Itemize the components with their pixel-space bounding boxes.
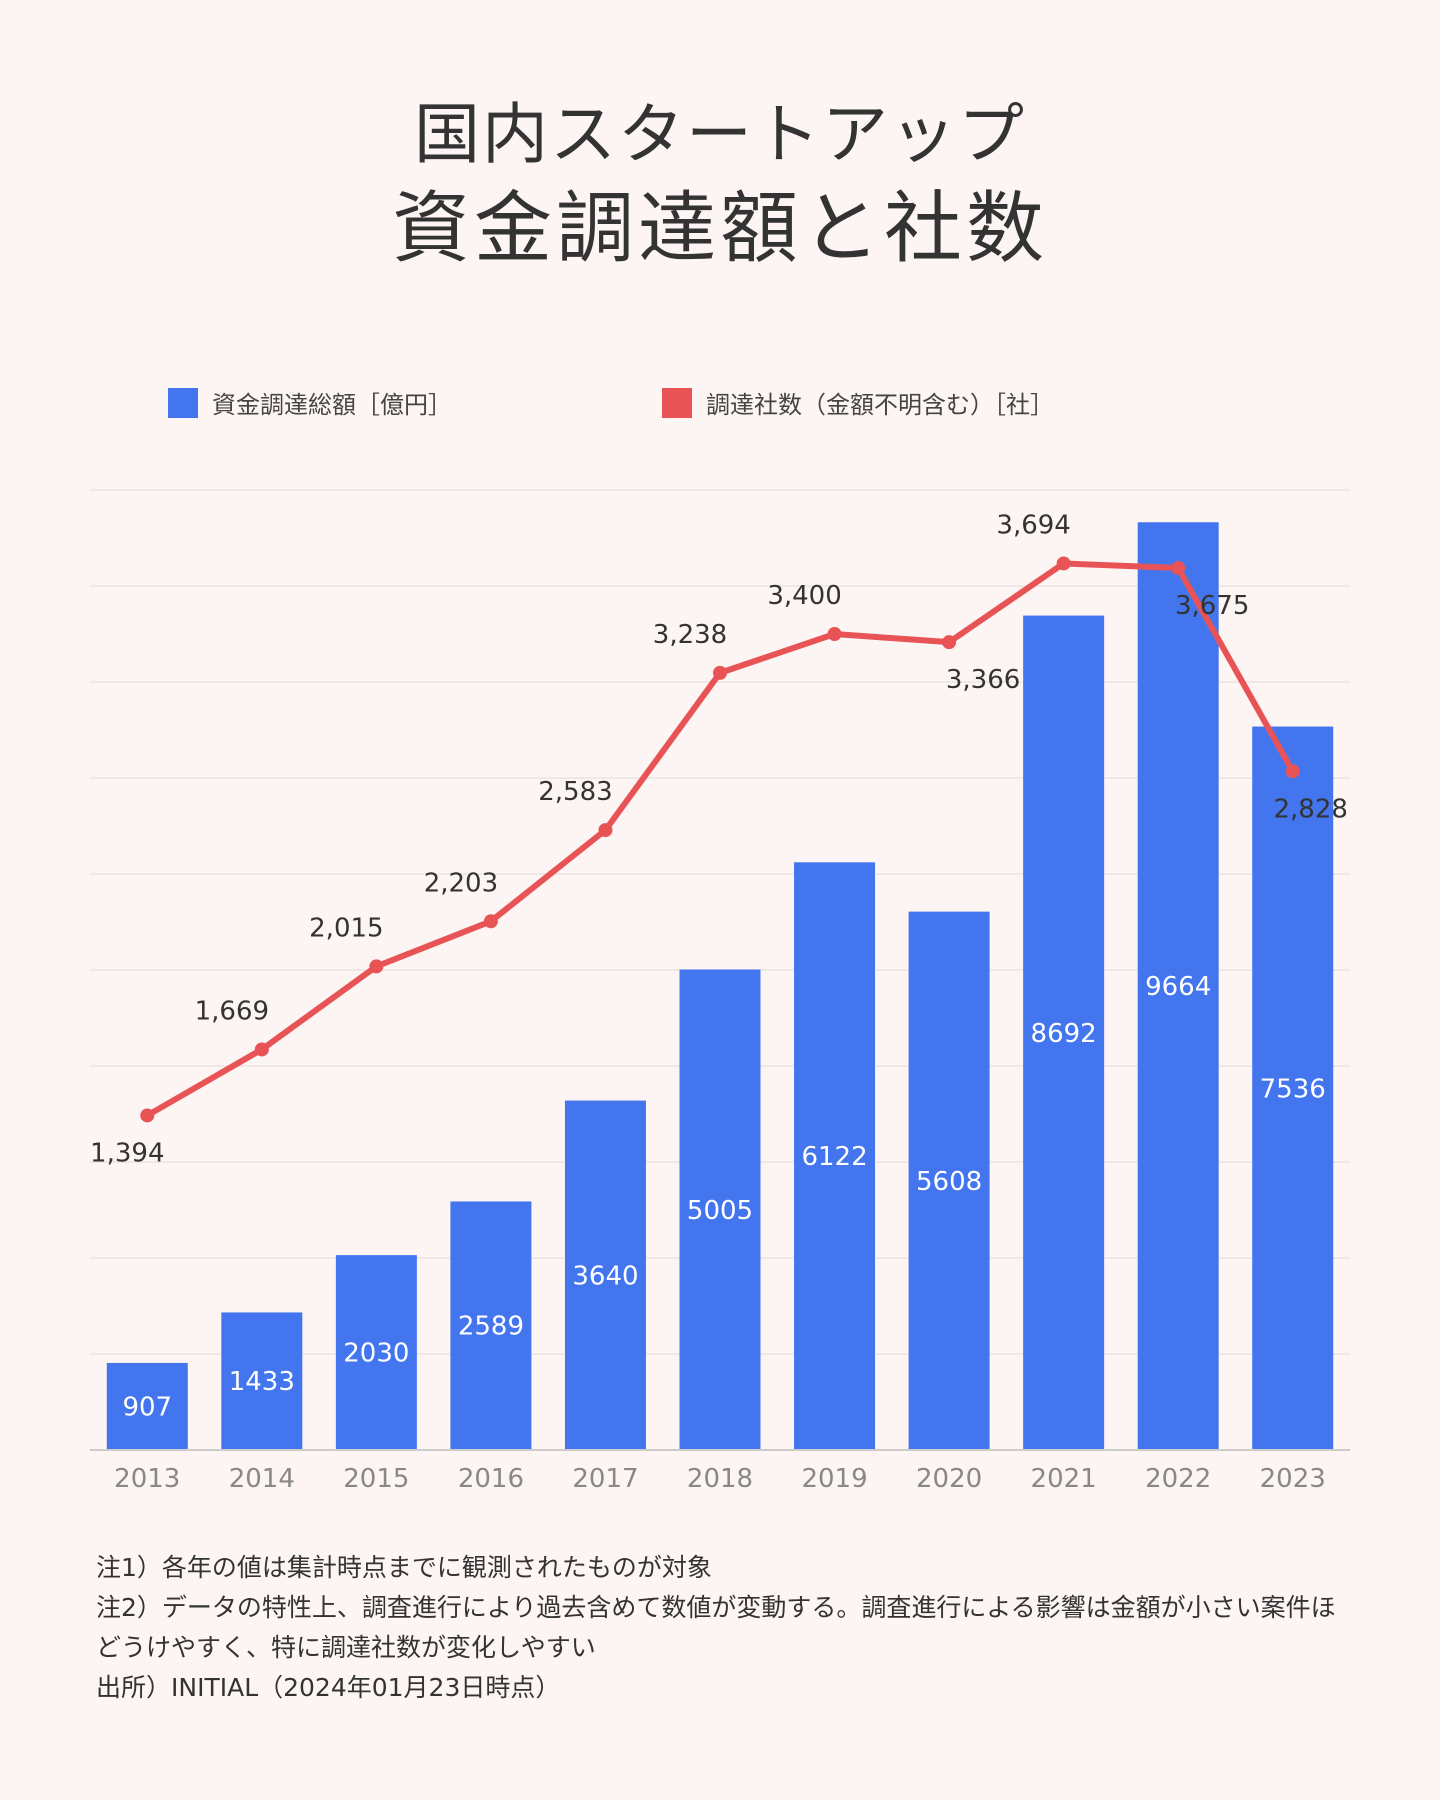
- legend-label-funding: 資金調達総額［億円］: [212, 391, 452, 419]
- point-2023: [1285, 764, 1300, 779]
- line-series: [140, 556, 1300, 1123]
- bar-2015: [335, 1255, 417, 1450]
- bar-2022: [1137, 522, 1219, 1450]
- x-tick-label-2013: 2013: [114, 1464, 180, 1494]
- legend-swatch-companies: [662, 387, 692, 418]
- chart-legend: 資金調達総額［億円］ 調達社数（金額不明含む）［社］: [0, 385, 1440, 425]
- bar-label-2016: 2589: [458, 1312, 524, 1342]
- bar-label-2022: 9664: [1145, 972, 1211, 1002]
- x-tick-label-2020: 2020: [916, 1464, 982, 1494]
- bar-2013: [106, 1362, 188, 1450]
- point-label-2021: 3,694: [996, 510, 1070, 540]
- point-label-2014: 1,669: [195, 996, 269, 1026]
- point-2017: [598, 823, 613, 838]
- footnote-source: 出所）INITIAL（2024年01月23日時点）: [96, 1673, 561, 1702]
- legend-label-companies: 調達社数（金額不明含む）［社］: [706, 391, 1054, 419]
- bar-label-2023: 7536: [1260, 1074, 1326, 1104]
- legend-item-funding: 資金調達総額［億円］: [168, 385, 452, 420]
- bar-label-2019: 6122: [801, 1142, 867, 1172]
- x-tick-label-2023: 2023: [1260, 1464, 1326, 1494]
- point-2021: [1056, 556, 1071, 571]
- footnote-2: 注2）データの特性上、調査進行により過去含めて数値が変動する。調査進行による影響…: [96, 1593, 1336, 1662]
- bar-2017: [564, 1100, 646, 1450]
- point-label-2020: 3,366: [946, 665, 1020, 695]
- bar-2021: [1023, 615, 1105, 1450]
- point-label-2022: 3,675: [1175, 591, 1249, 621]
- x-tick-label-2016: 2016: [458, 1464, 524, 1494]
- bar-label-2021: 8692: [1031, 1019, 1097, 1049]
- footnote-1: 注1）各年の値は集計時点までに観測されたものが対象: [96, 1553, 712, 1582]
- bar-2019: [794, 862, 876, 1450]
- x-tick-label-2018: 2018: [687, 1464, 753, 1494]
- point-label-2013: 1,394: [90, 1138, 164, 1168]
- bar-2014: [221, 1312, 303, 1450]
- combo-chart: 2013 2014 2015 2016 2017 2018 2019 2020 2021 2022…: [90, 489, 1350, 1494]
- x-axis: 2013 2014 2015 2016 2017 2018 2019 2020 2021 2022…: [90, 1449, 1350, 1494]
- point-2018: [713, 665, 727, 680]
- x-tick-label-2019: 2019: [801, 1464, 867, 1494]
- point-label-2019: 3,400: [767, 581, 841, 611]
- data-labels: 907 1433 2030 2589 3640 5005 6122 5608 8692 9664 7…: [90, 510, 1348, 1422]
- point-label-2017: 2,583: [538, 777, 612, 807]
- point-2016: [483, 914, 498, 929]
- chart-title: 国内スタートアップ 資金調達額と社数: [0, 95, 1440, 277]
- bar-label-2020: 5608: [916, 1167, 982, 1197]
- point-label-2018: 3,238: [653, 620, 727, 650]
- point-2019: [827, 627, 842, 641]
- point-2022: [1171, 561, 1186, 575]
- x-tick-label-2021: 2021: [1031, 1464, 1097, 1494]
- bar-label-2018: 5005: [687, 1196, 753, 1226]
- bar-2023: [1252, 726, 1334, 1450]
- point-label-2016: 2,203: [424, 868, 498, 898]
- chart-title-line1: 国内スタートアップ: [414, 96, 1026, 173]
- bar-label-2014: 1433: [229, 1367, 295, 1397]
- legend-item-companies: 調達社数（金額不明含む）［社］: [662, 385, 1054, 420]
- point-2014: [254, 1042, 269, 1057]
- legend-swatch-funding: [168, 387, 198, 418]
- point-2013: [140, 1108, 155, 1123]
- point-2015: [369, 959, 384, 974]
- x-tick-label-2014: 2014: [229, 1464, 295, 1494]
- bar-label-2015: 2030: [343, 1339, 409, 1369]
- footnotes: 注1）各年の値は集計時点までに観測されたものが対象 注2）データの特性上、調査進…: [96, 1548, 1346, 1708]
- x-tick-label-2017: 2017: [572, 1464, 638, 1494]
- point-label-2015: 2,015: [309, 913, 383, 943]
- point-label-2023: 2,828: [1274, 794, 1348, 824]
- bar-series: [106, 522, 1334, 1450]
- bar-2020: [908, 911, 990, 1450]
- x-tick-label-2022: 2022: [1145, 1464, 1211, 1494]
- x-tick-label-2015: 2015: [343, 1464, 409, 1494]
- chart-title-line2: 資金調達額と社数: [391, 184, 1048, 274]
- bar-2016: [450, 1201, 532, 1450]
- bar-label-2017: 3640: [572, 1261, 638, 1291]
- point-2020: [942, 635, 957, 650]
- bar-2018: [679, 969, 761, 1450]
- bar-label-2013: 907: [122, 1392, 172, 1422]
